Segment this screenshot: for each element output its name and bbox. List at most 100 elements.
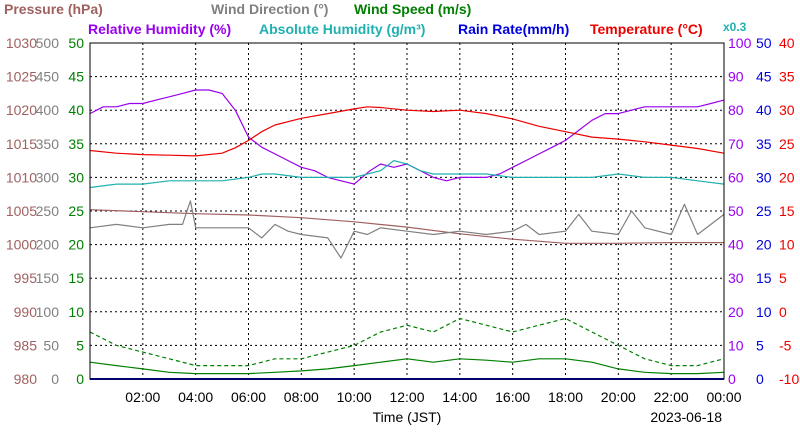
y-tick-label-rain: 10 [756,304,772,320]
plot-frame [89,42,725,380]
y-tick-label-pressure: 985 [14,337,38,353]
y-tick-label-wind-direction: 100 [36,304,60,320]
series-line-wind-direction [89,200,725,259]
y-tick-label-rain: 0 [756,371,764,387]
y-tick-label-wind-speed: 15 [68,270,84,286]
x-tick-label: 10:00 [337,389,372,405]
y-tick-label-wind-direction: 0 [51,371,59,387]
y-tick-label-rain: 35 [756,136,772,152]
y-tick-label-temperature: 15 [779,203,795,219]
y-tick-label-pressure: 1000 [6,237,37,253]
y-tick-label-pressure: 1030 [6,35,37,51]
x-axis-label: Time (JST) [373,409,442,425]
y-tick-label-rain: 50 [756,35,772,51]
y-tick-label-temperature: 0 [779,304,787,320]
y-tick-label-wind-speed: 40 [68,102,84,118]
y-tick-label-temperature: 40 [779,35,795,51]
y-tick-label-temperature: -10 [779,371,799,387]
x-tick-label: 18:00 [548,389,583,405]
y-tick-label-wind-direction: 500 [36,35,60,51]
y-tick-label-temperature: 25 [779,136,795,152]
y-tick-label-pressure: 1005 [6,203,37,219]
y-tick-label-wind-speed: 25 [68,203,84,219]
x-tick-label: 02:00 [125,389,160,405]
y-tick-label-temperature: -5 [779,337,792,353]
series-line-absolute-humidity-g-m [89,160,725,189]
y-tick-label-rain: 45 [756,69,772,85]
y-tick-label-wind-speed: 30 [68,169,84,185]
y-tick-label-wind-speed: 45 [68,69,84,85]
y-tick-label-pressure: 1020 [6,102,37,118]
y-tick-label-pressure: 1025 [6,69,37,85]
grid-lines [90,43,725,379]
series-line-wind-speed-m-s-max [89,317,725,367]
y-tick-label-rain: 30 [756,169,772,185]
y-tick-label-rain: 40 [756,102,772,118]
chart-date: 2023-06-18 [650,409,722,425]
y-tick-label-wind-direction: 450 [36,69,60,85]
y-tick-label-rain: 25 [756,203,772,219]
x-tick-label: 20:00 [601,389,636,405]
series-line-relative-humidity [89,89,725,185]
y-tick-label-rain: 20 [756,237,772,253]
x-tick-label: 16:00 [495,389,530,405]
y-tick-label-wind-direction: 300 [36,169,60,185]
legend-absolute-humidity: Absolute Humidity (g/m³) [259,21,425,37]
series-line-temperature-c [89,106,725,157]
y-tick-label-humidity: 60 [728,169,744,185]
legend-pressure: Pressure (hPa) [4,1,103,17]
y-tick-label-humidity: 100 [728,35,752,51]
y-tick-label-humidity: 80 [728,102,744,118]
y-tick-label-humidity: 10 [728,337,744,353]
y-tick-label-wind-speed: 0 [76,371,84,387]
y-tick-labels: 1030102510201015101010051000995990985980… [6,35,800,387]
y-tick-label-humidity: 50 [728,203,744,219]
x-tick-label: 06:00 [231,389,266,405]
y-tick-label-wind-speed: 50 [68,35,84,51]
x-tick-label: 00:00 [706,389,741,405]
legend-relative-humidity: Relative Humidity (%) [88,21,231,37]
y-tick-label-wind-direction: 350 [36,136,60,152]
y-tick-label-pressure: 1010 [6,169,37,185]
y-tick-label-wind-direction: 200 [36,237,60,253]
x-tick-label: 14:00 [442,389,477,405]
x-tick-labels: 02:00 04:00 06:00 08:00 10:00 12:00 14:00 16:00… [125,389,741,405]
y-tick-label-humidity: 40 [728,237,744,253]
x-tick-label: 12:00 [389,389,424,405]
legend-wind-speed: Wind Speed (m/s) [354,1,471,17]
legend-rain-rate: Rain Rate(mm/h) [458,21,569,37]
series-line-pressure-hpa [89,209,724,244]
x-tick-label: 04:00 [178,389,213,405]
y-tick-label-wind-direction: 250 [36,203,60,219]
y-tick-label-temperature: 35 [779,69,795,85]
y-tick-label-humidity: 20 [728,304,744,320]
y-tick-label-humidity: 70 [728,136,744,152]
series-line-wind-speed-m-s-avg [89,358,725,375]
y-tick-label-wind-direction: 150 [36,270,60,286]
y-tick-label-temperature: 10 [779,237,795,253]
y-tick-label-wind-speed: 5 [76,337,84,353]
y-tick-label-wind-direction: 50 [43,337,59,353]
y-tick-label-wind-speed: 35 [68,136,84,152]
y-tick-label-rain: 15 [756,270,772,286]
y-tick-label-wind-speed: 10 [68,304,84,320]
y-tick-label-pressure: 995 [14,270,38,286]
y-tick-label-humidity: 90 [728,69,744,85]
y-tick-label-pressure: 990 [14,304,38,320]
y-tick-label-temperature: 20 [779,169,795,185]
y-tick-label-wind-direction: 400 [36,102,60,118]
legend-wind-direction: Wind Direction (°) [211,1,328,17]
y-tick-label-pressure: 1015 [6,136,37,152]
x-tick-label: 22:00 [654,389,689,405]
y-tick-label-humidity: 30 [728,270,744,286]
y-tick-label-pressure: 980 [14,371,38,387]
y-tick-label-wind-speed: 20 [68,237,84,253]
y-tick-label-temperature: 5 [779,270,787,286]
abs-humidity-scale-note: x0.3 [723,20,747,34]
y-tick-label-temperature: 30 [779,102,795,118]
y-tick-label-rain: 5 [756,337,764,353]
y-tick-label-humidity: 0 [728,371,736,387]
legend-temperature: Temperature (°C) [590,21,703,37]
